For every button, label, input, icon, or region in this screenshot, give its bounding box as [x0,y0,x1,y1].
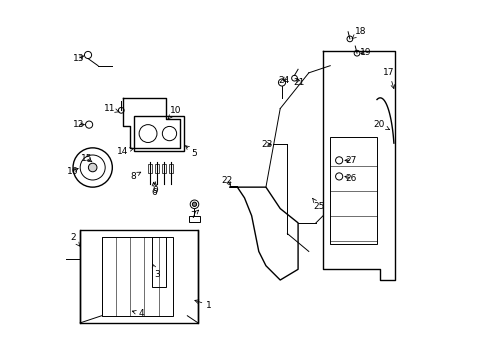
Text: 18: 18 [351,27,366,39]
Bar [155,164,159,173]
Text: 9: 9 [152,182,158,195]
Text: 6: 6 [151,182,157,197]
Text: 11: 11 [103,104,119,113]
Text: 16: 16 [66,167,78,176]
Text: 20: 20 [373,120,389,130]
Bar [189,216,200,222]
Text: 26: 26 [344,174,356,183]
Text: 3: 3 [152,264,160,279]
Bar [134,116,183,152]
Text: 7: 7 [189,210,198,220]
Text: 1: 1 [194,300,211,310]
Text: 21: 21 [292,78,304,87]
Bar [169,164,173,173]
Text: 17: 17 [383,68,394,89]
Circle shape [88,163,97,172]
Text: 23: 23 [261,140,272,149]
Text: 5: 5 [185,146,197,158]
Bar [147,164,152,173]
Text: 27: 27 [344,156,356,165]
Bar [162,164,166,173]
Circle shape [192,202,196,206]
Text: 25: 25 [312,198,324,211]
Text: 8: 8 [130,172,141,181]
Text: 15: 15 [81,154,92,163]
Text: 12: 12 [73,120,84,129]
Text: 14: 14 [117,147,133,156]
Text: 2: 2 [70,233,80,246]
Bar [151,237,165,287]
Bar [329,137,376,244]
Text: 4: 4 [132,310,143,319]
Text: 19: 19 [359,48,370,57]
Text: 24: 24 [278,76,289,85]
Text: 10: 10 [168,106,181,119]
Text: 22: 22 [221,176,232,185]
Text: 13: 13 [73,54,84,63]
Bar [102,237,173,316]
Bar [80,230,198,323]
